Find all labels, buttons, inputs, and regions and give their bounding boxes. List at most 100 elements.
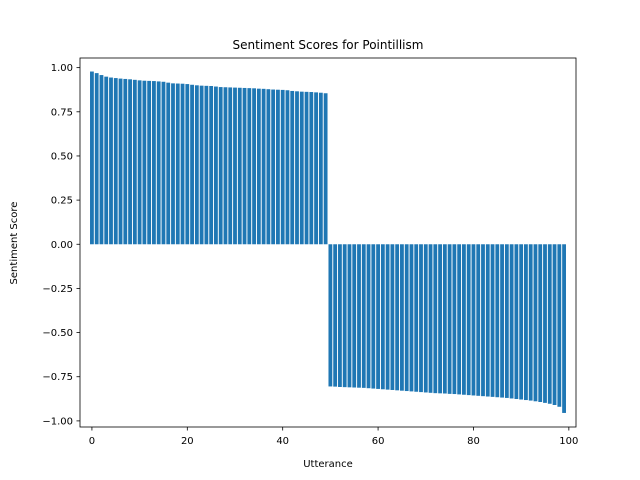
- bar: [457, 244, 462, 395]
- y-tick-label: 0.75: [51, 107, 73, 118]
- y-tick-label: −0.25: [42, 284, 73, 295]
- bar: [428, 244, 433, 393]
- bar: [442, 244, 447, 394]
- x-tick-label: 40: [276, 436, 289, 447]
- bar: [538, 244, 543, 402]
- x-axis-label: Utterance: [303, 459, 353, 470]
- bar: [438, 244, 442, 394]
- bar: [156, 81, 161, 245]
- bar: [528, 244, 533, 401]
- y-tick-label: −0.75: [42, 372, 73, 383]
- bar: [447, 244, 452, 394]
- bar: [423, 244, 428, 393]
- bar: [142, 80, 147, 245]
- bar: [333, 244, 338, 387]
- bar: [338, 244, 342, 387]
- chart-title: Sentiment Scores for Pointillism: [233, 38, 424, 52]
- bar: [132, 79, 137, 245]
- bar: [185, 84, 190, 245]
- bar: [318, 92, 323, 245]
- bar: [476, 244, 481, 396]
- plot-frame: [79, 57, 577, 428]
- bar: [304, 91, 309, 245]
- bar: [94, 73, 99, 245]
- bar: [504, 244, 509, 398]
- bar: [547, 244, 552, 404]
- bar: [285, 90, 290, 245]
- y-axis-ticks: 1.00 0.75 0.50 0.25 0.00 −0.25 −0.50 −0.75 −1.00: [42, 63, 80, 427]
- bar: [485, 244, 490, 397]
- x-tick-label: 100: [559, 436, 578, 447]
- bar: [199, 85, 204, 245]
- y-tick-label: 0.25: [51, 196, 73, 207]
- bar: [171, 83, 175, 245]
- bar: [228, 87, 233, 245]
- bar: [118, 78, 123, 245]
- bar: [99, 75, 104, 245]
- bar: [223, 87, 228, 245]
- bar: [123, 78, 128, 245]
- bar: [128, 79, 132, 245]
- bar: [533, 244, 538, 402]
- bar: [352, 244, 357, 388]
- bar: [419, 244, 423, 393]
- bar: [256, 88, 261, 245]
- bar: [299, 91, 304, 245]
- bar: [237, 87, 242, 245]
- y-axis-label: Sentiment Score: [9, 202, 20, 285]
- bar: [266, 89, 271, 245]
- y-tick-label: 0.50: [51, 151, 73, 162]
- bar: [137, 80, 142, 245]
- bar: [543, 244, 547, 403]
- bar: [113, 78, 118, 245]
- bar: [261, 88, 266, 245]
- bar: [514, 244, 519, 399]
- y-tick-label: 1.00: [51, 63, 73, 74]
- bar: [214, 86, 218, 245]
- bar: [414, 244, 419, 392]
- bar: [552, 244, 557, 405]
- bar: [390, 244, 395, 390]
- bar: [314, 92, 318, 245]
- bar: [328, 244, 333, 387]
- bar: [104, 76, 109, 245]
- y-tick-label: 0.00: [51, 240, 73, 251]
- bar: [490, 244, 495, 397]
- bar: [204, 85, 209, 245]
- bar: [557, 244, 562, 407]
- bar: [166, 82, 171, 245]
- bar: [409, 244, 414, 392]
- bar: [147, 80, 152, 245]
- bar: [562, 244, 566, 413]
- bar: [495, 244, 500, 398]
- bar: [452, 244, 457, 395]
- bar: [209, 86, 214, 245]
- bar: [385, 244, 390, 390]
- bar: [309, 92, 314, 245]
- bar: [295, 91, 299, 245]
- bar: [519, 244, 524, 400]
- bar: [481, 244, 485, 397]
- bar: [90, 71, 94, 245]
- x-tick-label: 0: [89, 436, 95, 447]
- x-tick-label: 20: [181, 436, 194, 447]
- bar: [395, 244, 400, 391]
- bar: [524, 244, 528, 401]
- y-tick-label: −1.00: [42, 416, 73, 427]
- bar: [290, 90, 295, 245]
- bar: [366, 244, 371, 389]
- bar: [242, 87, 247, 245]
- bar: [175, 83, 180, 245]
- bar: [252, 88, 256, 245]
- bar: [152, 81, 156, 245]
- bar: [509, 244, 514, 399]
- bar: [376, 244, 380, 389]
- bar: [466, 244, 471, 396]
- bar: [361, 244, 366, 388]
- bar: [218, 87, 223, 245]
- x-tick-label: 60: [372, 436, 385, 447]
- bar: [400, 244, 404, 391]
- bar: [276, 89, 280, 245]
